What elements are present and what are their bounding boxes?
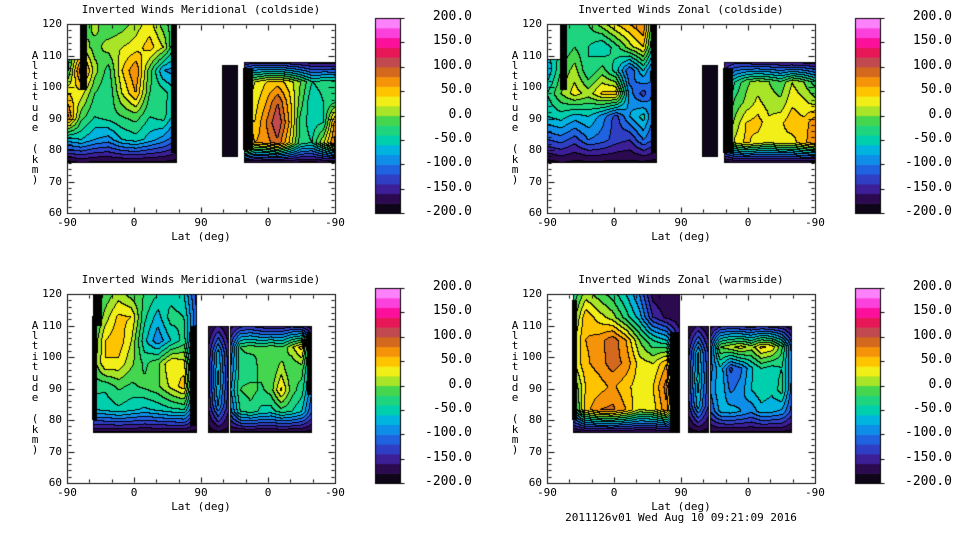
panel-title-meridional-warmside: Inverted Winds Meridional (warmside): [81, 273, 321, 286]
y-tick-label: 100: [522, 350, 542, 363]
x-tick-label: -90: [537, 216, 557, 229]
x-tick-label: -90: [805, 486, 825, 499]
x-tick-label: -90: [805, 216, 825, 229]
y-tick-label: 100: [42, 350, 62, 363]
x-tick-label: 0: [130, 216, 138, 229]
y-tick-label: 90: [48, 111, 62, 125]
colorbar-tick-label: -100.0: [905, 155, 952, 171]
y-tick-label: 90: [528, 111, 542, 125]
y-axis-label: A l t i t u d e ( k m ): [31, 48, 39, 187]
x-tick-label: 90: [674, 216, 688, 229]
panel-title-zonal-warmside: Inverted Winds Zonal (warmside): [578, 273, 784, 286]
colorbar-tick-label: -200.0: [905, 474, 952, 489]
x-axis-label: Lat (deg): [651, 230, 711, 243]
x-tick-label: 0: [264, 216, 272, 229]
y-tick-label: 70: [48, 174, 62, 188]
y-axis-label: A l t i t u d e ( k m ): [31, 318, 39, 457]
footer-timestamp: 2011126v01 Wed Aug 10 09:21:09 2016: [565, 511, 797, 524]
x-axis-label: Lat (deg): [651, 500, 711, 513]
x-tick-label: -90: [325, 216, 345, 229]
colorbar-tick-label: -150.0: [905, 179, 952, 195]
y-tick-label: 100: [42, 80, 62, 93]
colorbar-tick-label: 150.0: [432, 33, 472, 49]
x-axis-label: Lat (deg): [171, 500, 231, 513]
colorbar-tick-label: -150.0: [905, 449, 952, 465]
y-axis-label: A l t i t u d e ( k m ): [511, 318, 519, 457]
colorbar-tick-label: -50.0: [912, 400, 952, 416]
x-tick-label: 0: [610, 486, 618, 499]
colorbar-tick-label: -200.0: [425, 474, 472, 489]
colorbar-tick-label: 150.0: [432, 303, 472, 319]
x-tick-label: 0: [610, 216, 618, 229]
colorbar-tick-label: 200.0: [432, 9, 472, 24]
x-axis-label: Lat (deg): [171, 230, 231, 243]
colorbar-tick-label: 150.0: [912, 303, 952, 319]
y-tick-label: 60: [528, 476, 542, 489]
y-tick-label: 120: [522, 17, 542, 30]
colorbar-tick-label: 50.0: [440, 352, 472, 368]
x-tick-label: 0: [264, 486, 272, 499]
colorbar-tick-label: 0.0: [448, 106, 472, 122]
y-tick-label: 80: [48, 143, 62, 156]
x-tick-label: 0: [130, 486, 138, 499]
panel-title-zonal-coldside: Inverted Winds Zonal (coldside): [578, 3, 784, 16]
x-tick-label: 90: [194, 486, 208, 499]
y-axis-label: A l t i t u d e ( k m ): [511, 48, 519, 187]
y-tick-label: 70: [528, 174, 542, 188]
colorbar-tick-label: 100.0: [912, 57, 952, 73]
colorbar-tick-label: 200.0: [912, 9, 952, 24]
y-tick-label: 120: [42, 287, 62, 300]
panel-title-meridional-coldside: Inverted Winds Meridional (coldside): [81, 3, 321, 16]
y-tick-label: 110: [42, 318, 62, 332]
y-tick-label: 60: [48, 206, 62, 219]
y-tick-label: 90: [528, 381, 542, 395]
colorbar-tick-label: -50.0: [432, 400, 472, 416]
colorbar-tick-label: -100.0: [425, 425, 472, 441]
colorbar-tick-label: 200.0: [432, 279, 472, 294]
x-tick-label: 90: [674, 486, 688, 499]
x-tick-label: -90: [537, 486, 557, 499]
y-tick-label: 120: [42, 17, 62, 30]
x-tick-label: 90: [194, 216, 208, 229]
colorbar-tick-label: 100.0: [432, 57, 472, 73]
colorbar-tick-label: 150.0: [912, 33, 952, 49]
y-tick-label: 80: [528, 143, 542, 156]
y-tick-label: 120: [522, 287, 542, 300]
colorbar-tick-label: -150.0: [425, 449, 472, 465]
y-tick-label: 60: [528, 206, 542, 219]
colorbar-tick-label: -100.0: [905, 425, 952, 441]
colorbar-tick-label: -200.0: [905, 204, 952, 219]
colorbar-tick-label: -50.0: [432, 130, 472, 146]
colorbar-tick-label: -100.0: [425, 155, 472, 171]
y-tick-label: 70: [48, 444, 62, 458]
colorbar-tick-label: 100.0: [432, 327, 472, 343]
colorbar-tick-label: 0.0: [928, 376, 952, 392]
y-tick-label: 100: [522, 80, 542, 93]
x-tick-label: 0: [744, 216, 752, 229]
y-tick-label: 90: [48, 381, 62, 395]
colorbar-tick-label: -50.0: [912, 130, 952, 146]
colorbar-tick-label: -200.0: [425, 204, 472, 219]
x-tick-label: -90: [57, 216, 77, 229]
x-tick-label: -90: [325, 486, 345, 499]
colorbar-tick-label: 50.0: [920, 352, 952, 368]
colorbar-tick-label: 200.0: [912, 279, 952, 294]
x-tick-label: 0: [744, 486, 752, 499]
y-tick-label: 110: [42, 48, 62, 62]
colorbar-tick-label: 50.0: [920, 82, 952, 98]
y-tick-label: 110: [522, 48, 542, 62]
y-tick-label: 70: [528, 444, 542, 458]
y-tick-label: 60: [48, 476, 62, 489]
colorbar-tick-label: 0.0: [928, 106, 952, 122]
y-tick-label: 80: [48, 413, 62, 426]
colorbar-tick-label: 50.0: [440, 82, 472, 98]
colorbar-tick-label: 0.0: [448, 376, 472, 392]
x-tick-label: -90: [57, 486, 77, 499]
colorbar-tick-label: 100.0: [912, 327, 952, 343]
colorbar-tick-label: -150.0: [425, 179, 472, 195]
y-tick-label: 80: [528, 413, 542, 426]
y-tick-label: 110: [522, 318, 542, 332]
